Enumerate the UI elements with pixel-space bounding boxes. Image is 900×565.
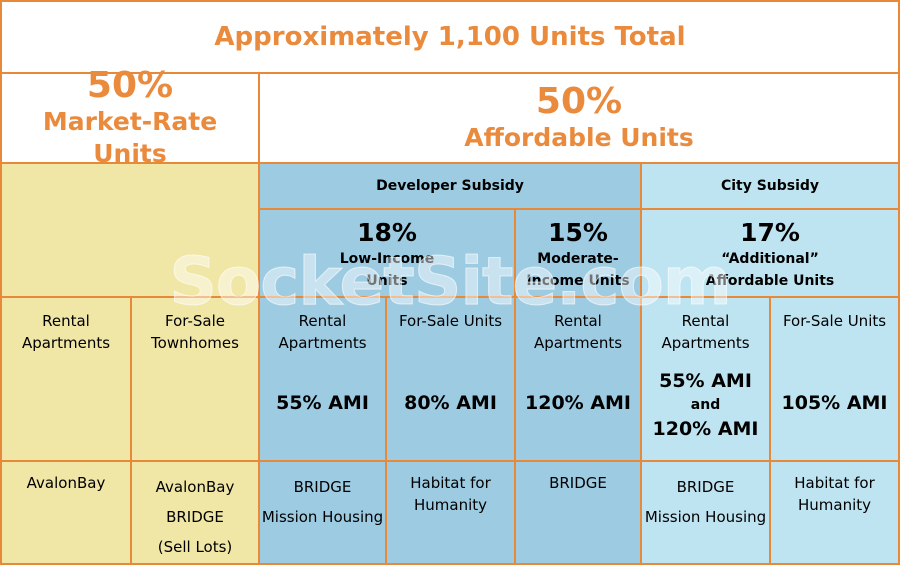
city-subsidy-label: City Subsidy <box>720 178 820 194</box>
developer-cell-6: BRIDGE Mission Housing <box>640 460 771 565</box>
moderate-income-line1: Moderate- <box>537 251 619 267</box>
diagram-title: Approximately 1,100 Units Total <box>214 22 686 52</box>
type-3-line1: Rental <box>298 312 347 330</box>
ami-3: 55% AMI <box>276 392 369 414</box>
type-6-line1: Rental <box>681 312 730 330</box>
developer-cell-4: Habitat for Humanity <box>385 460 516 565</box>
type-cell-3: Rental Apartments 55% AMI <box>258 296 387 462</box>
market-rate-blank <box>0 162 260 298</box>
additional-pct: 17% <box>740 218 800 247</box>
developer-4-line1: Habitat for <box>410 474 491 492</box>
type-3-line2: Apartments <box>278 334 367 352</box>
developer-cell-1: AvalonBay <box>0 460 132 565</box>
developer-2-line3: (Sell Lots) <box>157 538 233 556</box>
developer-cell-2: AvalonBay BRIDGE (Sell Lots) <box>130 460 260 565</box>
type-cell-7: For-Sale Units 105% AMI <box>769 296 900 462</box>
ami-5: 120% AMI <box>525 392 631 414</box>
developer-7-line1: Habitat for <box>794 474 875 492</box>
ami-7: 105% AMI <box>781 392 888 414</box>
developer-6-line2: Mission Housing <box>644 508 767 526</box>
title-cell: Approximately 1,100 Units Total <box>0 0 900 74</box>
type-cell-4: For-Sale Units 80% AMI <box>385 296 516 462</box>
ami-6a: 55% AMI <box>659 370 752 392</box>
developer-7-line2: Humanity <box>797 496 872 514</box>
developer-1-line1: AvalonBay <box>26 474 106 492</box>
developer-5-line1: BRIDGE <box>549 474 607 492</box>
low-income-cell: 18% Low-Income Units <box>258 208 516 298</box>
type-5-line2: Apartments <box>533 334 623 352</box>
developer-3-line2: Mission Housing <box>261 508 384 526</box>
type-cell-5: Rental Apartments 120% AMI <box>514 296 642 462</box>
ami-6c: 120% AMI <box>652 418 759 440</box>
developer-3-line1: BRIDGE <box>293 478 352 496</box>
moderate-income-pct: 15% <box>548 218 608 247</box>
moderate-income-cell: 15% Moderate- Income Units <box>514 208 642 298</box>
developer-subsidy-label: Developer Subsidy <box>376 178 524 194</box>
type-2-line1: For-Sale <box>165 312 225 330</box>
type-cell-2: For-Sale Townhomes <box>130 296 260 462</box>
developer-2-line1: AvalonBay <box>155 478 235 496</box>
type-cell-6: Rental Apartments 55% AMI and 120% AMI <box>640 296 771 462</box>
additional-line1: “Additional” <box>721 251 819 267</box>
type-4-line1: For-Sale Units <box>398 312 503 330</box>
type-5-line1: Rental <box>554 312 602 330</box>
affordable-header: 50% Affordable Units <box>258 72 900 164</box>
low-income-line1: Low-Income <box>339 251 435 267</box>
market-rate-pct: 50% <box>86 65 174 106</box>
type-1-line1: Rental <box>42 312 90 330</box>
type-1-line2: Apartments <box>21 334 111 352</box>
low-income-pct: 18% <box>357 218 417 247</box>
developer-cell-7: Habitat for Humanity <box>769 460 900 565</box>
type-6-line2: Apartments <box>661 334 750 352</box>
developer-6-line1: BRIDGE <box>676 478 735 496</box>
developer-2-line2: BRIDGE <box>166 508 224 526</box>
developer-4-line2: Humanity <box>413 496 488 514</box>
additional-line2: Affordable Units <box>705 273 835 289</box>
developer-subsidy-header: Developer Subsidy <box>258 162 642 210</box>
type-cell-1: Rental Apartments <box>0 296 132 462</box>
affordable-label: Affordable Units <box>464 123 694 152</box>
city-subsidy-header: City Subsidy <box>640 162 900 210</box>
developer-cell-3: BRIDGE Mission Housing <box>258 460 387 565</box>
affordable-pct: 50% <box>535 81 623 122</box>
type-7-line1: For-Sale Units <box>782 312 887 330</box>
market-rate-header: 50% Market-Rate Units <box>0 66 260 168</box>
ami-4: 80% AMI <box>404 392 497 414</box>
type-2-line2: Townhomes <box>151 334 239 352</box>
ami-6b: and <box>690 397 721 413</box>
developer-cell-5: BRIDGE <box>514 460 642 565</box>
additional-affordable-cell: 17% “Additional” Affordable Units <box>640 208 900 298</box>
low-income-line2: Units <box>366 273 408 289</box>
market-rate-label: Market-Rate Units <box>42 107 218 168</box>
moderate-income-line2: Income Units <box>526 273 630 289</box>
